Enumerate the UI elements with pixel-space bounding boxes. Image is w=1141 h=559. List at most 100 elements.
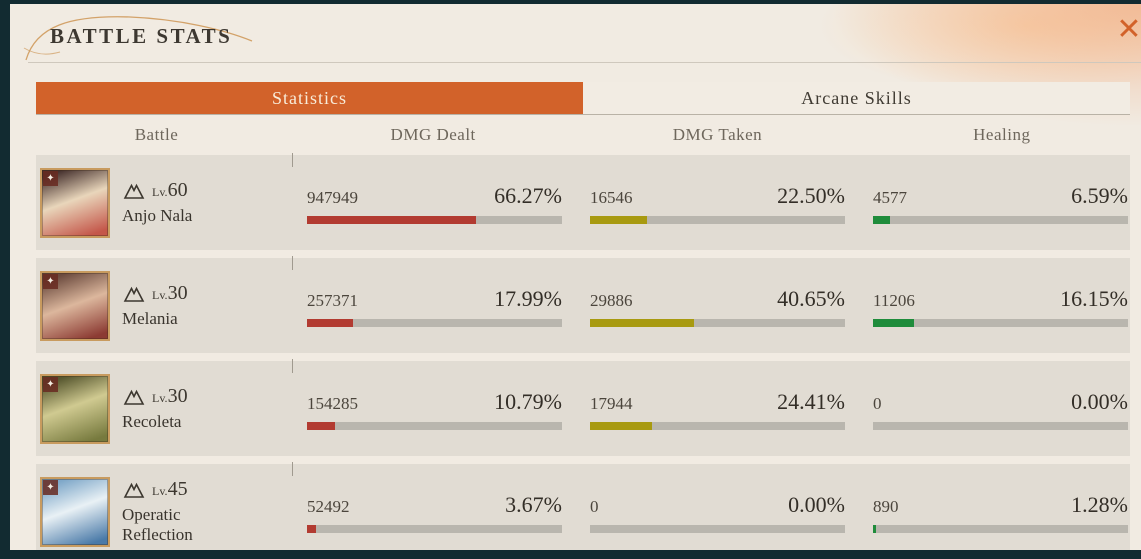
dmg-dealt-bar: [307, 422, 562, 430]
column-header-battle: Battle: [134, 125, 179, 144]
dmg-taken-bar-fill: [590, 422, 653, 430]
dmg-taken-value: 29886: [590, 291, 633, 310]
dmg-taken-cell: 0 0.00%: [590, 490, 845, 533]
stat-row-melania: ✦ Lv.30 Melania 257371 17.99%: [36, 256, 1130, 353]
dmg-taken-bar: [590, 525, 845, 533]
healing-bar-fill: [873, 525, 877, 533]
dmg-dealt-cell: 154285 10.79%: [292, 359, 562, 430]
dmg-dealt-value: 947949: [307, 188, 358, 207]
healing-bar: [873, 319, 1128, 327]
healing-value: 0: [873, 394, 882, 413]
character-level: Lv.45: [152, 478, 188, 501]
healing-bar: [873, 422, 1128, 430]
healing-bar: [873, 216, 1128, 224]
dmg-taken-percent: 24.41%: [777, 389, 845, 414]
damage-type-icon: ✦: [43, 273, 58, 289]
dmg-taken-cell: 17944 24.41%: [590, 387, 845, 430]
dmg-dealt-value: 154285: [307, 394, 358, 413]
dmg-dealt-bar: [307, 319, 562, 327]
dmg-taken-bar-fill: [590, 216, 648, 224]
dmg-dealt-bar-fill: [307, 525, 317, 533]
character-avatar[interactable]: ✦: [40, 373, 110, 444]
insight-icon: [122, 481, 146, 499]
dmg-dealt-cell: 947949 66.27%: [292, 153, 562, 224]
dmg-taken-percent: 22.50%: [777, 183, 845, 208]
damage-type-icon: ✦: [43, 376, 58, 392]
character-info: Lv.30 Melania: [122, 282, 188, 329]
healing-bar: [873, 525, 1128, 533]
character-level: Lv.30: [152, 385, 188, 408]
dmg-dealt-value: 52492: [307, 497, 350, 516]
close-icon[interactable]: ✕: [1116, 12, 1141, 47]
character-level: Lv.30: [152, 282, 188, 305]
dmg-taken-bar: [590, 216, 845, 224]
healing-value: 11206: [873, 291, 915, 310]
dmg-taken-percent: 0.00%: [788, 492, 845, 517]
healing-cell: 4577 6.59%: [873, 181, 1128, 224]
column-header-healing: Healing: [973, 125, 1031, 144]
stat-row-operatic-reflection: ✦ Lv.45 Operatic Reflection 52492 3.67%: [36, 462, 1130, 550]
healing-percent: 6.59%: [1071, 183, 1128, 208]
insight-icon: [122, 182, 146, 200]
character-avatar[interactable]: ✦: [40, 270, 110, 341]
dmg-dealt-value: 257371: [307, 291, 358, 310]
character-name: Recoleta: [122, 412, 182, 432]
dmg-taken-value: 16546: [590, 188, 633, 207]
dmg-taken-percent: 40.65%: [777, 286, 845, 311]
tab-arcane-skills[interactable]: Arcane Skills: [583, 82, 1130, 114]
column-header-dmg-taken: DMG Taken: [672, 125, 763, 144]
stat-row-anjo-nala: ✦ Lv.60 Anjo Nala 947949 66.27%: [36, 153, 1130, 250]
character-avatar[interactable]: ✦: [40, 476, 110, 547]
healing-percent: 0.00%: [1071, 389, 1128, 414]
dmg-dealt-percent: 66.27%: [494, 183, 562, 208]
character-info: Lv.60 Anjo Nala: [122, 179, 192, 226]
titlebar: BATTLE STATS ✕: [10, 4, 1141, 63]
healing-percent: 16.15%: [1060, 286, 1128, 311]
stats-row-list: ✦ Lv.60 Anjo Nala 947949 66.27%: [36, 153, 1130, 550]
dmg-taken-cell: 29886 40.65%: [590, 284, 845, 327]
insight-icon: [122, 388, 146, 406]
character-cell[interactable]: ✦ Lv.30 Recoleta: [38, 361, 279, 456]
healing-bar-fill: [873, 319, 915, 327]
character-info: Lv.45 Operatic Reflection: [122, 478, 252, 544]
dmg-dealt-bar-fill: [307, 216, 476, 224]
healing-cell: 0 0.00%: [873, 387, 1128, 430]
dmg-dealt-bar: [307, 525, 562, 533]
healing-percent: 1.28%: [1071, 492, 1128, 517]
character-name: Anjo Nala: [122, 206, 193, 226]
character-cell[interactable]: ✦ Lv.30 Melania: [38, 258, 279, 353]
dmg-dealt-cell: 52492 3.67%: [292, 462, 562, 533]
healing-value: 890: [873, 497, 899, 516]
tab-statistics[interactable]: Statistics: [36, 82, 583, 114]
column-headers: Battle DMG Dealt DMG Taken Healing: [36, 115, 1130, 155]
title-divider: [28, 62, 1141, 63]
character-cell[interactable]: ✦ Lv.45 Operatic Reflection: [38, 464, 279, 550]
dmg-dealt-bar-fill: [307, 319, 353, 327]
dmg-dealt-cell: 257371 17.99%: [292, 256, 562, 327]
insight-icon: [122, 285, 146, 303]
dmg-dealt-percent: 3.67%: [505, 492, 562, 517]
character-name: Operatic Reflection: [122, 505, 193, 544]
tab-bar: Statistics Arcane Skills: [36, 82, 1130, 115]
character-info: Lv.30 Recoleta: [122, 385, 188, 432]
healing-cell: 11206 16.15%: [873, 284, 1128, 327]
healing-bar-fill: [873, 216, 890, 224]
dmg-taken-value: 0: [590, 497, 599, 516]
character-cell[interactable]: ✦ Lv.60 Anjo Nala: [38, 155, 279, 250]
dmg-dealt-bar: [307, 216, 562, 224]
dmg-taken-cell: 16546 22.50%: [590, 181, 845, 224]
character-name: Melania: [122, 309, 178, 329]
dmg-taken-bar: [590, 319, 845, 327]
dmg-taken-value: 17944: [590, 394, 633, 413]
page-title: BATTLE STATS: [50, 24, 233, 48]
battle-stats-panel: BATTLE STATS ✕ Statistics Arcane Skills …: [10, 4, 1141, 550]
dmg-taken-bar: [590, 422, 845, 430]
healing-cell: 890 1.28%: [873, 490, 1128, 533]
healing-value: 4577: [873, 188, 907, 207]
character-avatar[interactable]: ✦: [40, 167, 110, 238]
dmg-dealt-percent: 10.79%: [494, 389, 562, 414]
damage-type-icon: ✦: [43, 479, 58, 495]
stat-row-recoleta: ✦ Lv.30 Recoleta 154285 10.79%: [36, 359, 1130, 456]
column-header-dmg-dealt: DMG Dealt: [390, 125, 476, 144]
